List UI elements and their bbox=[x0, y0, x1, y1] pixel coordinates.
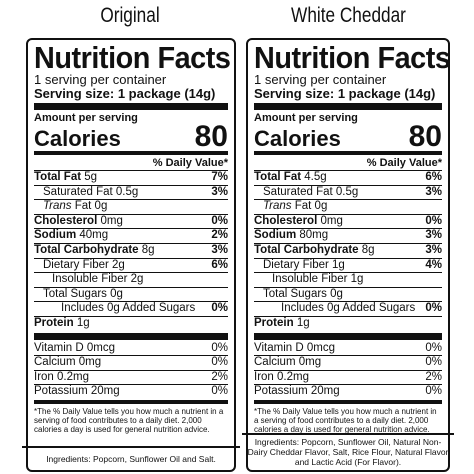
vitamin-row: Iron 0.2mg 2% bbox=[254, 369, 442, 383]
serving-size: Serving size: 1 package (14g) bbox=[34, 86, 216, 101]
calories-value: 80 bbox=[408, 120, 442, 153]
vitamin-row: Vitamin D 0mcg 0% bbox=[254, 341, 442, 354]
nutrient-row: Sodium 40mg 2% bbox=[34, 228, 228, 242]
nutrient-row: Total Carbohydrate 8g 3% bbox=[254, 242, 442, 256]
nutrient-row: Protein 1g bbox=[254, 315, 442, 331]
servings-per-container: 1 serving per container bbox=[254, 72, 387, 87]
vitamin-row: Vitamin D 0mcg 0% bbox=[34, 341, 228, 354]
nutrient-row: Total Fat 4.5g 6% bbox=[254, 170, 442, 183]
calories-label: Calories bbox=[34, 126, 121, 151]
daily-value-header: % Daily Value* bbox=[152, 157, 228, 169]
nutrient-row: Sodium 80mg 3% bbox=[254, 228, 442, 242]
nutrient-row: Saturated Fat 0.5g 3% bbox=[254, 184, 442, 200]
column-title-white-cheddar: White Cheddar bbox=[291, 4, 406, 27]
nutrient-row: Dietary Fiber 2g 6% bbox=[34, 257, 228, 273]
nutrient-row: Total Carbohydrate 8g 3% bbox=[34, 242, 228, 256]
servings-per-container: 1 serving per container bbox=[34, 72, 167, 87]
vitamin-row: Potassium 20mg 0% bbox=[34, 384, 228, 398]
nutrient-row: Insoluble Fiber 1g bbox=[254, 272, 442, 287]
vitamin-row: Potassium 20mg 0% bbox=[254, 384, 442, 398]
daily-value-footnote: *The % Daily Value tells you how much a … bbox=[34, 406, 224, 434]
calories-row: Calories 80 bbox=[34, 120, 228, 153]
nutrient-row: Total Sugars 0g bbox=[34, 286, 228, 302]
calories-row: Calories 80 bbox=[254, 120, 442, 153]
nutrition-label-original: Nutrition Facts 1 serving per container … bbox=[22, 38, 240, 472]
nutrition-facts-heading: Nutrition Facts bbox=[254, 40, 451, 75]
nutrient-row: Total Sugars 0g bbox=[254, 286, 442, 302]
calories-label: Calories bbox=[254, 126, 341, 151]
nutrient-row: Includes 0g Added Sugars 0% bbox=[34, 301, 228, 316]
nutrition-facts-heading: Nutrition Facts bbox=[34, 40, 231, 75]
nutrient-row: Cholesterol 0mg 0% bbox=[254, 213, 442, 227]
daily-value-footnote: *The % Daily Value tells you how much a … bbox=[254, 406, 437, 434]
ingredients: Ingredients: Popcorn, Sunflower Oil, Nat… bbox=[242, 433, 454, 470]
nutrient-row: Cholesterol 0mg 0% bbox=[34, 213, 228, 227]
amount-per-serving: Amount per serving bbox=[254, 112, 358, 124]
nutrient-row: Includes 0g Added Sugars 0% bbox=[254, 301, 442, 316]
nutrient-row: Protein 1g bbox=[34, 315, 228, 331]
nutrient-row: Trans Fat 0g bbox=[254, 199, 442, 214]
daily-value-header: % Daily Value* bbox=[366, 157, 442, 169]
vitamin-row: Calcium 0mg 0% bbox=[34, 355, 228, 369]
column-title-original: Original bbox=[100, 4, 160, 27]
nutrient-row: Total Fat 5g 7% bbox=[34, 170, 228, 183]
nutrient-row: Trans Fat 0g bbox=[34, 199, 228, 214]
vitamin-row: Iron 0.2mg 2% bbox=[34, 369, 228, 383]
calories-value: 80 bbox=[194, 120, 228, 153]
nutrition-label-white-cheddar: Nutrition Facts 1 serving per container … bbox=[242, 38, 454, 472]
vitamin-row: Calcium 0mg 0% bbox=[254, 355, 442, 369]
ingredients: Ingredients: Popcorn, Sunflower Oil and … bbox=[22, 446, 240, 470]
amount-per-serving: Amount per serving bbox=[34, 112, 138, 124]
nutrient-row: Dietary Fiber 1g 4% bbox=[254, 257, 442, 273]
nutrient-row: Insoluble Fiber 2g bbox=[34, 272, 228, 287]
serving-size: Serving size: 1 package (14g) bbox=[254, 86, 436, 101]
nutrient-row: Saturated Fat 0.5g 3% bbox=[34, 184, 228, 200]
